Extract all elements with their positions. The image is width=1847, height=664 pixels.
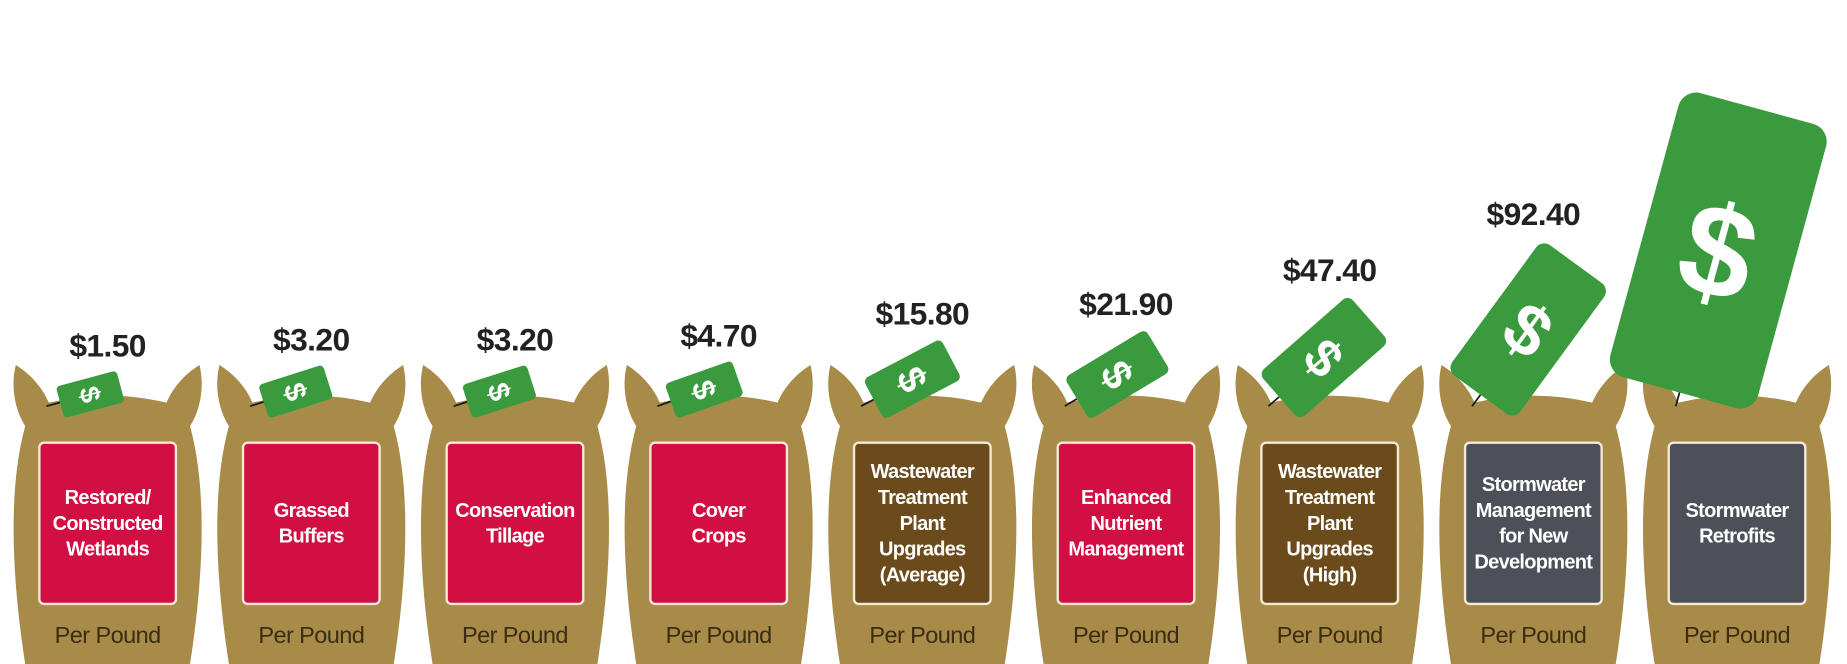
- category-label: Stormwater Management for New Development: [1474, 474, 1593, 574]
- category-label: Stormwater Retrofits: [1686, 500, 1790, 548]
- tag-string: [249, 401, 264, 408]
- sack-group: Stormwater Retrofits Per Pound $: [1609, 92, 1832, 664]
- unit-label: Per Pound: [1073, 622, 1179, 648]
- label-box: [1260, 441, 1400, 606]
- tag: [462, 365, 536, 418]
- tag-string: [46, 401, 61, 408]
- label-box: [38, 441, 178, 606]
- tag: [864, 340, 960, 418]
- price-tag: $: [665, 361, 743, 418]
- category-label: Enhanced Nutrient Management: [1068, 487, 1184, 561]
- category-label: Wastewater Treatment Plant Upgrades (Average…: [871, 461, 975, 587]
- category-label: Grassed Buffers: [274, 500, 349, 548]
- value-label: $15.80: [876, 295, 970, 331]
- label-box: [241, 441, 381, 606]
- sack-group: Stormwater Management for New Development Pe…: [1439, 196, 1628, 664]
- tag: [1261, 298, 1387, 418]
- tag: [665, 361, 743, 418]
- price-tag: $: [1609, 92, 1827, 409]
- category-label: Restored/Constructed Wetlands: [53, 487, 163, 561]
- category-label: Cover Crops: [692, 500, 747, 548]
- label-box: [1463, 441, 1603, 606]
- price-tag: $: [462, 365, 536, 418]
- sack-group: Enhanced Nutrient Management Per Pound $ $21.…: [1031, 286, 1221, 664]
- tag-string: [657, 400, 672, 408]
- price-tag: $: [259, 365, 333, 418]
- tag-string: [1064, 398, 1078, 407]
- value-label: $92.40: [1487, 196, 1581, 232]
- category-label: Conservation Tillage: [455, 500, 574, 548]
- tag: [1066, 331, 1169, 418]
- unit-label: Per Pound: [462, 622, 568, 648]
- label-box: [649, 441, 789, 606]
- unit-label: Per Pound: [1277, 622, 1383, 648]
- tag-string: [453, 401, 468, 408]
- value-label: $47.40: [1283, 252, 1377, 288]
- tag: [259, 365, 333, 418]
- tag-string: [860, 398, 875, 407]
- unit-label: Per Pound: [666, 622, 772, 648]
- tag-string: [1674, 392, 1681, 407]
- sack-group: Wastewater Treatment Plant Upgrades (Average…: [828, 295, 1017, 664]
- label-box: [852, 441, 992, 606]
- unit-label: Per Pound: [258, 622, 364, 648]
- value-label: $3.20: [477, 321, 554, 357]
- label-box: [445, 441, 585, 606]
- tag-string: [1267, 396, 1280, 407]
- sack-group: Grassed Buffers Per Pound $ $3.20: [217, 321, 406, 664]
- value-label: $3.20: [273, 321, 350, 357]
- unit-label: Per Pound: [1480, 622, 1586, 648]
- category-label: Wastewater Treatment Plant Upgrades (High): [1278, 461, 1382, 587]
- tag-string: [1471, 394, 1482, 407]
- value-label: $1.50: [69, 327, 146, 363]
- value-label: $21.90: [1079, 286, 1173, 322]
- tag: [1450, 243, 1606, 416]
- price-tag: $: [864, 340, 960, 418]
- value-label: $4.70: [680, 317, 757, 353]
- sack-group: Restored/Constructed Wetlands Per Pound $ $1…: [13, 327, 202, 664]
- tag: [1609, 92, 1827, 409]
- sack-group: Wastewater Treatment Plant Upgrades (High) Pe…: [1235, 252, 1424, 664]
- sack-group: Cover Crops Per Pound $ $4.70: [624, 317, 813, 664]
- price-tag: $: [1066, 331, 1169, 418]
- unit-label: Per Pound: [55, 622, 161, 648]
- sack-group: Conservation Tillage Per Pound $ $3.20: [420, 321, 610, 664]
- price-tag: $: [1450, 243, 1606, 416]
- unit-label: Per Pound: [1684, 622, 1790, 648]
- label-box: [1667, 441, 1807, 606]
- label-box: [1056, 441, 1196, 606]
- tag: [56, 371, 124, 418]
- unit-label: Per Pound: [869, 622, 975, 648]
- price-tag: $: [1261, 298, 1387, 418]
- price-tag: $: [56, 371, 124, 418]
